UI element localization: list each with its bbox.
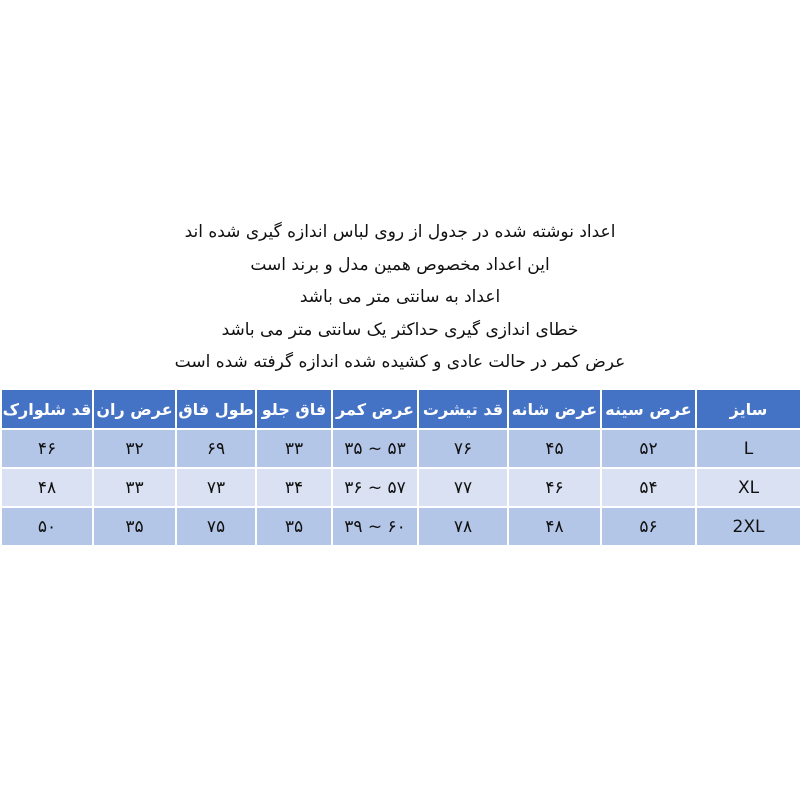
column-header: قد شلوارک [0, 388, 94, 430]
table-cell: ۷۶ [417, 428, 509, 469]
table-cell: ۴۶ [0, 428, 94, 469]
cell-value: ۷۵ [206, 516, 226, 537]
table-cell: ۳۹ ~ ۶۰ [331, 506, 419, 547]
table-cell: ۳۵ [255, 506, 333, 547]
table-cell: 2XL [695, 506, 800, 547]
cell-value: ۷۶ [453, 438, 473, 459]
table-cell: ۳۳ [255, 428, 333, 469]
cell-value: ۷۳ [206, 477, 226, 498]
column-header: سایز [695, 388, 800, 430]
table-cell: ۷۵ [175, 506, 257, 547]
note-line: این اعداد مخصوص همین مدل و برند است [250, 254, 550, 275]
table-cell: ۴۸ [507, 506, 602, 547]
cell-value: ۳۵ [125, 516, 144, 537]
column-header: عرض کمر [331, 388, 419, 430]
table-cell: ۳۴ [255, 467, 333, 508]
table-cell: ۵۴ [600, 467, 697, 508]
cell-value: 2XL [732, 516, 765, 537]
table-cell: ۳۵ ~ ۵۳ [331, 428, 419, 469]
cell-value: ۵۰ [37, 516, 57, 537]
cell-value: ۴۶ [37, 438, 57, 459]
table-cell: ۳۵ [92, 506, 177, 547]
cell-value: ۳۳ [284, 438, 304, 459]
note-line: عرض کمر در حالت عادی و کشیده شده اندازه … [174, 352, 626, 372]
header-row: سایز عرض سینه عرض شانه قد تیشرت عرض کمر فاق ج… [0, 388, 800, 430]
cell-value: ۳۹ ~ ۶۰ [344, 516, 406, 537]
table-cell: ۷۷ [417, 467, 509, 508]
cell-value: ۵۴ [639, 477, 658, 498]
cell-value: ۳۵ ~ ۵۳ [344, 438, 406, 459]
cell-value: ۵۲ [639, 438, 658, 459]
cell-value: L [743, 438, 754, 459]
cell-value: ۴۸ [545, 516, 564, 537]
table-cell: ۵۶ [600, 506, 697, 547]
cell-value: ۶۹ [206, 438, 226, 459]
table-cell: ۷۳ [175, 467, 257, 508]
cell-value: ۳۴ [284, 477, 304, 498]
table-cell: ۴۵ [507, 428, 602, 469]
column-header: عرض سینه [600, 388, 697, 430]
column-header: طول فاق [175, 388, 257, 430]
column-header: عرض شانه [507, 388, 602, 430]
table-cell: L [695, 428, 800, 469]
table-cell: ۷۸ [417, 506, 509, 547]
measurement-notes: اعداد نوشته شده در جدول از روی لباس اندا… [0, 216, 800, 379]
column-header: فاق جلو [255, 388, 333, 430]
table-row: L ۵۲ ۴۵ ۷۶ ۳۵ ~ ۵۳ ۳۳ ۶۹ ۳۲ ۴۶ [0, 428, 800, 469]
table-cell: ۵۲ [600, 428, 697, 469]
cell-value: ۴۵ [545, 438, 564, 459]
size-table: سایز عرض سینه عرض شانه قد تیشرت عرض کمر فاق ج… [0, 388, 800, 547]
table-cell: ۶۹ [175, 428, 257, 469]
note-line: اعداد به سانتی متر می باشد [299, 287, 501, 307]
table-cell: ۳۶ ~ ۵۷ [331, 467, 419, 508]
cell-value: ۷۸ [453, 516, 473, 537]
table-cell: ۴۸ [0, 467, 94, 508]
cell-value: ۷۷ [453, 477, 473, 498]
note-line: اعداد نوشته شده در جدول از روی لباس اندا… [184, 222, 616, 242]
cell-value: ۳۵ [284, 516, 304, 537]
cell-value: ۳۲ [125, 438, 144, 459]
cell-value: ۳۳ [125, 477, 144, 498]
note-line: خطای اندازی گیری حداکثر یک سانتی متر می … [221, 319, 579, 340]
cell-value: ۴۸ [37, 477, 57, 498]
cell-value: XL [737, 477, 760, 498]
cell-value: ۵۶ [639, 516, 658, 537]
cell-value: ۴۶ [545, 477, 564, 498]
table-cell: XL [695, 467, 800, 508]
table-cell: ۵۰ [0, 506, 94, 547]
column-header: عرض ران [92, 388, 177, 430]
table-row: XL ۵۴ ۴۶ ۷۷ ۳۶ ~ ۵۷ ۳۴ ۷۳ ۳۳ ۴۸ [0, 467, 800, 508]
table-cell: ۴۶ [507, 467, 602, 508]
cell-value: ۳۶ ~ ۵۷ [344, 477, 406, 498]
table-cell: ۳۳ [92, 467, 177, 508]
column-header: قد تیشرت [417, 388, 509, 430]
table-row: 2XL ۵۶ ۴۸ ۷۸ ۳۹ ~ ۶۰ ۳۵ ۷۵ ۳۵ ۵۰ [0, 506, 800, 547]
table-cell: ۳۲ [92, 428, 177, 469]
